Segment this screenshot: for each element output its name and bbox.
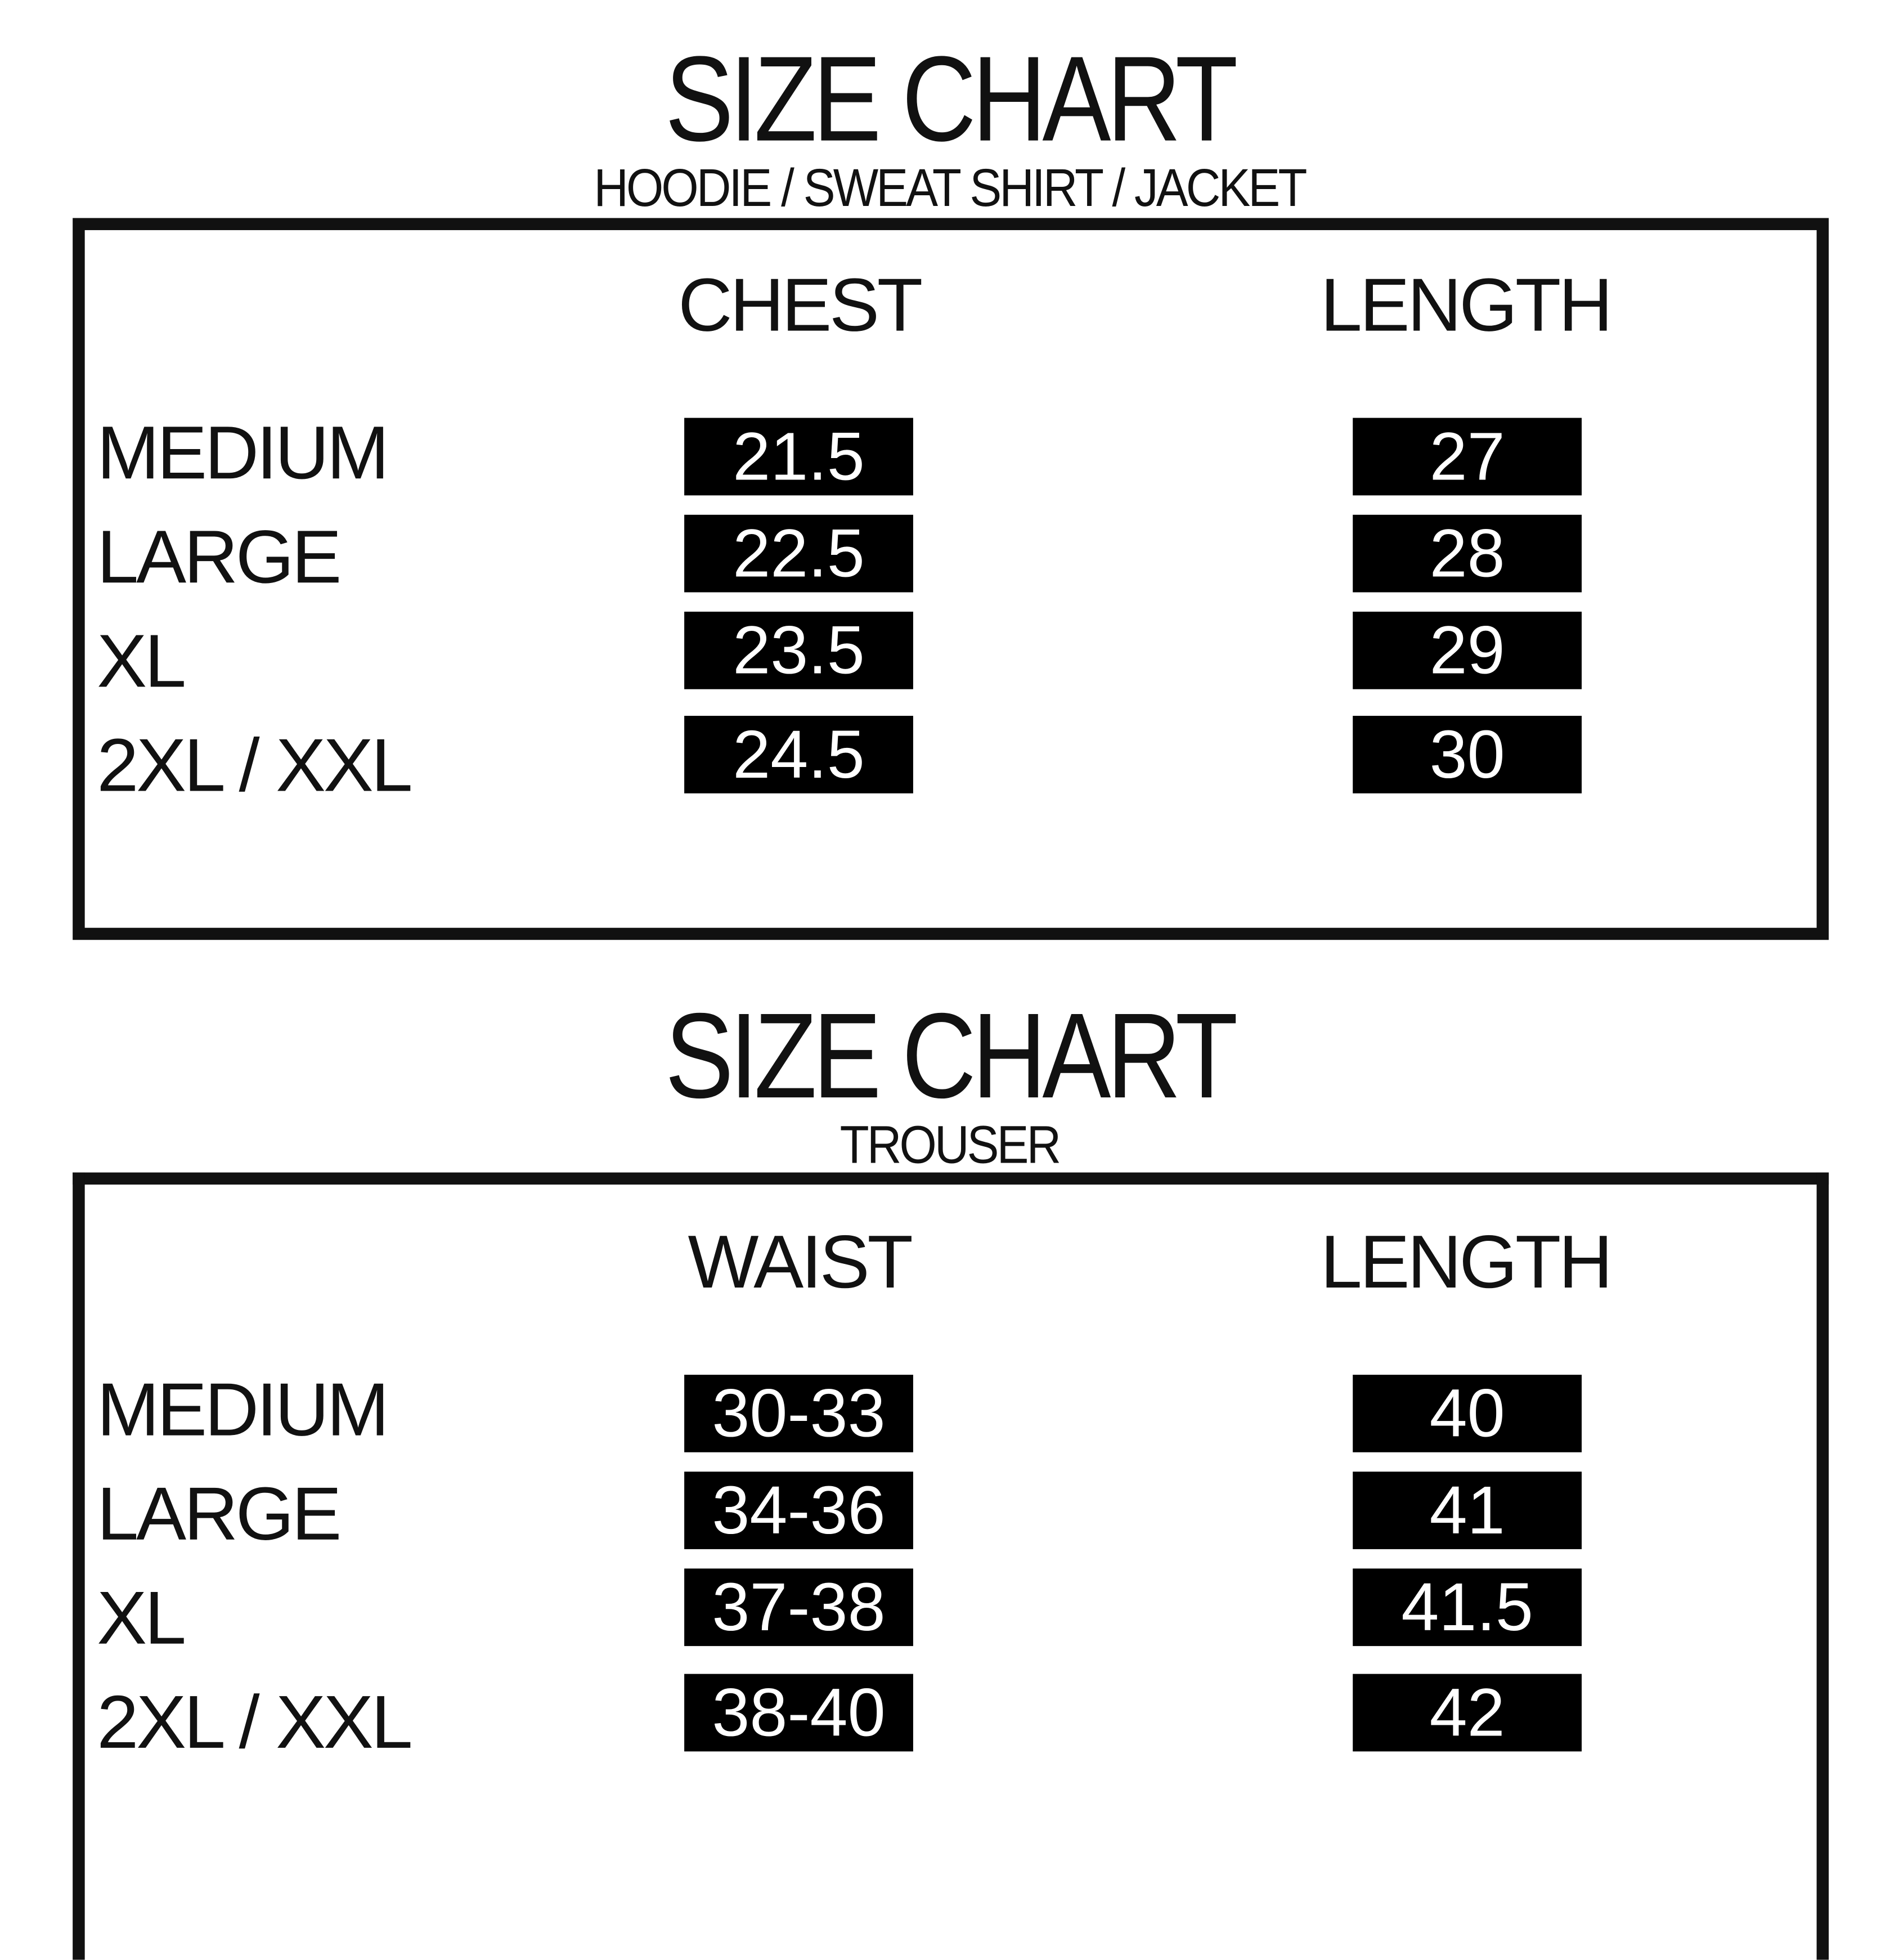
size-label: LARGE [97,515,342,600]
size-label: LARGE [97,1473,342,1557]
size-label: MEDIUM [97,411,389,496]
column-header-waist: WAIST [688,1221,913,1305]
size-label: MEDIUM [97,1369,389,1452]
size-table-frame [73,1172,1829,1960]
waist-value: 34-36 [684,1472,913,1549]
size-label: XL [97,1577,186,1661]
column-header-chest: CHEST [678,264,923,348]
chart-subtitle: HOODIE / SWEAT SHIRT / JACKET [594,158,1307,218]
length-value: 30 [1353,716,1582,793]
length-value: 28 [1353,514,1582,593]
chest-value: 23.5 [684,611,913,689]
size-label: 2XL / XXL [97,724,413,808]
chest-value: 24.5 [684,716,913,793]
length-value: 41.5 [1353,1568,1582,1647]
column-header-length: LENGTH [1320,1221,1613,1305]
size-table-frame [73,218,1829,940]
waist-value: 38-40 [684,1674,913,1752]
chart-title: SIZE CHART [665,988,1238,1124]
size-chart-page: SIZE CHART HOODIE / SWEAT SHIRT / JACKET… [73,31,1829,1960]
chest-value: 21.5 [684,418,913,496]
chart-subtitle: TROUSER [839,1115,1061,1175]
chart-title: SIZE CHART [665,31,1238,168]
waist-value: 30-33 [684,1374,913,1452]
length-value: 41 [1353,1472,1582,1549]
column-header-length: LENGTH [1320,264,1613,348]
size-label: 2XL / XXL [97,1681,413,1765]
waist-value: 37-38 [684,1568,913,1647]
length-value: 29 [1353,611,1582,689]
length-value: 40 [1353,1374,1582,1452]
size-label: XL [97,620,186,704]
length-value: 27 [1353,418,1582,496]
length-value: 42 [1353,1674,1582,1752]
chest-value: 22.5 [684,514,913,593]
